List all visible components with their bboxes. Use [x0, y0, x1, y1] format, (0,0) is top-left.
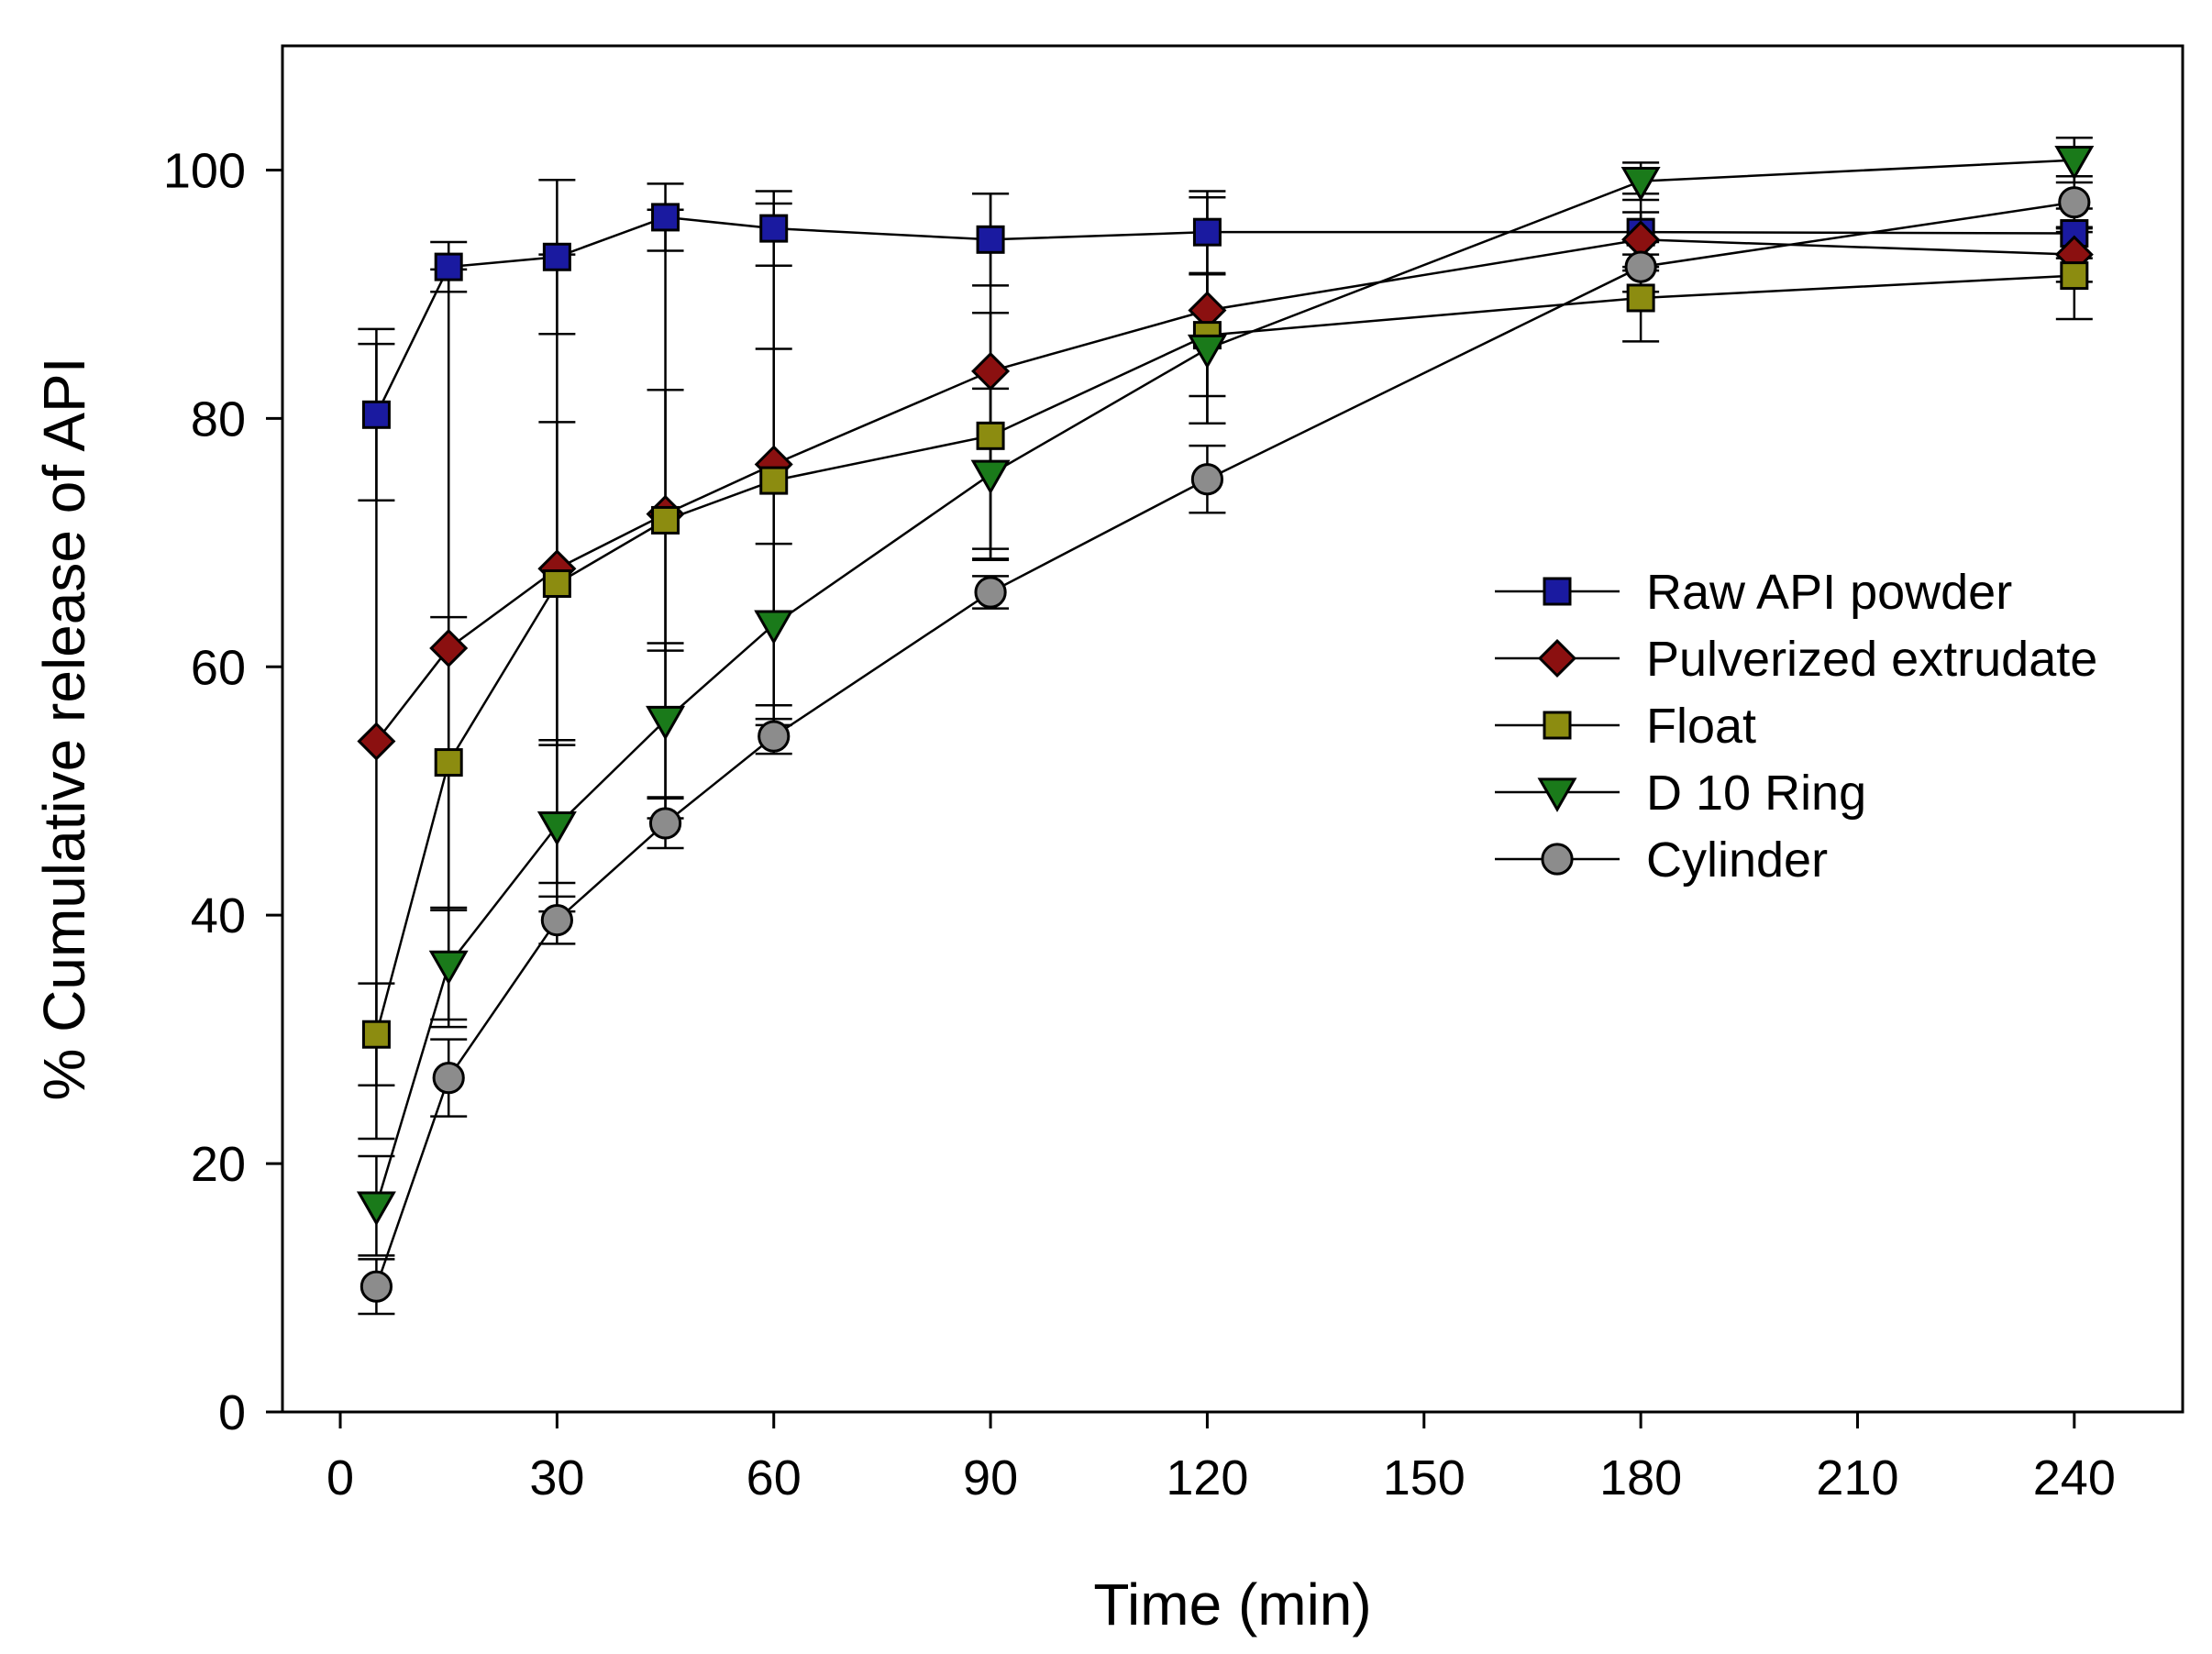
- data-point: [758, 720, 791, 753]
- legend-label: Cylinder: [1646, 833, 1828, 888]
- data-point: [971, 351, 1011, 391]
- data-point: [536, 810, 577, 846]
- x-tick-label: 180: [1599, 1450, 1682, 1505]
- data-point: [429, 628, 469, 667]
- x-tick-label: 30: [529, 1450, 584, 1505]
- data-point: [434, 748, 463, 777]
- data-point: [434, 252, 463, 281]
- y-tick-label: 100: [163, 143, 246, 198]
- data-point: [646, 705, 686, 741]
- data-point: [356, 1191, 396, 1227]
- data-point: [542, 242, 571, 271]
- data-point: [540, 904, 573, 937]
- y-tick-label: 40: [191, 888, 246, 943]
- legend-marker: [1543, 577, 1572, 606]
- y-tick-label: 20: [191, 1137, 246, 1192]
- x-tick-label: 210: [1816, 1450, 1898, 1505]
- legend-label: D 10 Ring: [1646, 766, 1866, 821]
- legend-marker: [1537, 777, 1577, 812]
- data-point: [2058, 186, 2091, 219]
- data-point: [1190, 463, 1224, 496]
- x-tick-label: 60: [747, 1450, 802, 1505]
- data-point: [976, 421, 1005, 450]
- legend: Raw API powder Pulverized extrudate Float D…: [1495, 565, 2097, 888]
- data-point: [1187, 334, 1227, 369]
- data-point: [428, 950, 469, 986]
- y-tick-label: 60: [191, 640, 246, 695]
- data-point: [651, 203, 680, 232]
- data-point: [651, 505, 680, 535]
- x-tick-label: 150: [1383, 1450, 1465, 1505]
- data-point: [357, 722, 396, 761]
- data-point: [2054, 145, 2095, 181]
- legend-label: Pulverized extrudate: [1646, 632, 2097, 687]
- x-tick-label: 120: [1166, 1450, 1248, 1505]
- data-point: [361, 400, 391, 429]
- legend-marker: [1541, 843, 1574, 876]
- data-point: [542, 569, 571, 599]
- axis-ticks: 0 30 60 90 120 150 180 210 240 0 20 40 60 80 100: [163, 143, 2116, 1505]
- x-tick-label: 90: [963, 1450, 1018, 1505]
- series-line-5: [375, 201, 2075, 1287]
- data-point: [432, 1062, 465, 1095]
- y-tick-label: 80: [191, 391, 246, 447]
- data-point: [1192, 217, 1222, 247]
- data-point: [1626, 283, 1655, 313]
- data-point: [361, 1020, 391, 1049]
- y-tick-label: 0: [218, 1385, 246, 1440]
- data-point: [759, 214, 789, 243]
- data-point: [976, 225, 1005, 254]
- legend-marker: [1537, 638, 1577, 678]
- error-bars: [358, 136, 2093, 1316]
- series-lines: [375, 159, 2075, 1287]
- x-axis-title: Time (min): [1093, 1571, 1371, 1637]
- data-point: [2060, 261, 2089, 291]
- x-tick-label: 240: [2033, 1450, 2116, 1505]
- data-point: [970, 459, 1011, 495]
- x-tick-label: 0: [326, 1450, 354, 1505]
- legend-label: Float: [1646, 699, 1756, 754]
- data-point: [754, 610, 794, 645]
- data-point: [359, 1270, 393, 1303]
- legend-marker: [1543, 711, 1572, 740]
- data-point: [759, 466, 789, 495]
- series-markers: [356, 145, 2095, 1303]
- data-point: [1620, 166, 1661, 202]
- data-point: [974, 576, 1007, 609]
- plot-area-frame: [281, 44, 2184, 1414]
- data-point: [1624, 250, 1657, 283]
- data-point: [648, 807, 682, 840]
- y-axis-title: % Cumulative release of API: [31, 357, 97, 1100]
- legend-label: Raw API powder: [1646, 565, 2012, 620]
